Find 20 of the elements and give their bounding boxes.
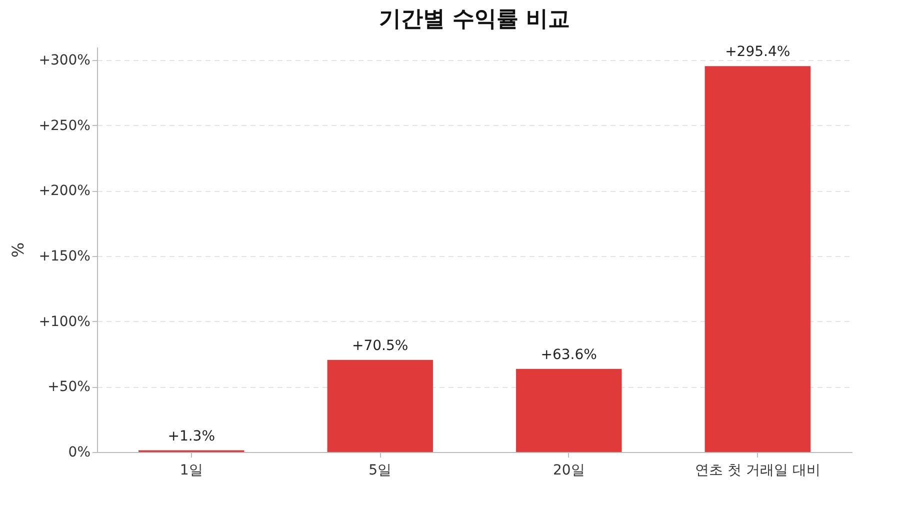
- y-tick-label: +100%: [38, 314, 90, 330]
- x-tick-label: 5일: [368, 462, 392, 478]
- x-tick-label: 연초 첫 거래일 대비: [694, 462, 820, 478]
- bar: [704, 66, 810, 452]
- data-label: +1.3%: [168, 428, 216, 444]
- x-tick-label: 20일: [552, 462, 585, 478]
- bar: [516, 368, 622, 452]
- y-tick-label: 0%: [68, 444, 90, 460]
- y-tick-label: +150%: [38, 248, 90, 265]
- chart-title: 기간별 수익률 비교: [378, 7, 570, 32]
- y-tick-label: +50%: [48, 379, 90, 396]
- x-tick-label: 1일: [180, 462, 203, 478]
- y-tick-label: +300%: [38, 52, 90, 69]
- y-tick-label: +250%: [38, 118, 90, 134]
- data-label: +70.5%: [352, 338, 408, 354]
- data-label: +63.6%: [540, 346, 597, 363]
- y-axis-title: %: [8, 242, 28, 258]
- bar: [327, 360, 433, 452]
- y-tick-label: +200%: [38, 183, 90, 200]
- data-label: +295.4%: [725, 44, 790, 60]
